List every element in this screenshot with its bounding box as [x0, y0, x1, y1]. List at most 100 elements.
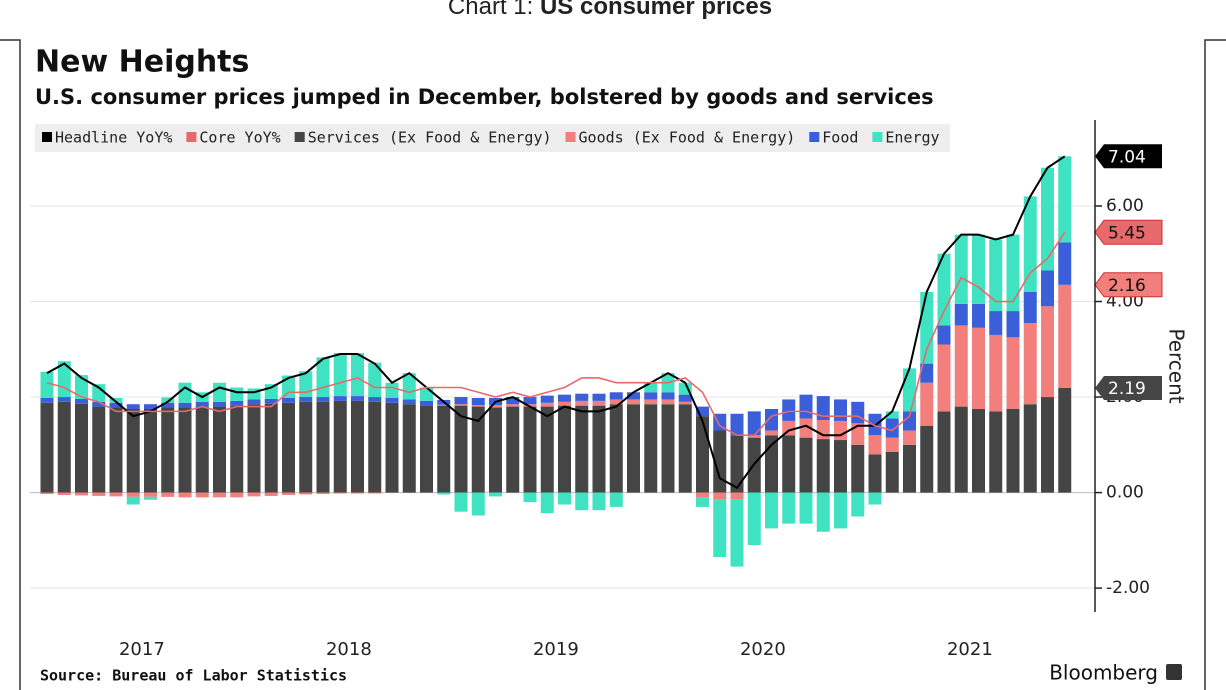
bar-segment — [385, 398, 399, 403]
bar-segment — [333, 492, 347, 494]
value-label-box — [1094, 219, 1163, 245]
value-label: 2.16 — [1108, 276, 1146, 296]
bar-segment — [489, 405, 502, 408]
legend-label: Energy — [885, 129, 939, 147]
bar-segment — [92, 384, 106, 402]
bar-segment — [109, 407, 123, 493]
bar-segment — [730, 435, 744, 493]
bar-segment — [437, 492, 451, 495]
bar-segment — [851, 423, 865, 445]
bar-segment — [489, 492, 502, 497]
bar-segment — [765, 408, 778, 431]
bar-segment — [558, 492, 571, 505]
bar-segment — [575, 492, 589, 511]
bar-segment — [213, 401, 226, 407]
bar-segment — [989, 239, 1003, 312]
bar-segment — [765, 430, 778, 436]
bar-segment — [299, 397, 313, 402]
bar-segment — [213, 492, 226, 498]
bar-segment — [972, 327, 985, 409]
bar-segment — [868, 492, 882, 505]
value-label-box — [1095, 144, 1162, 169]
bar-segment — [454, 405, 468, 493]
bar-segment — [471, 398, 485, 406]
bar-segment — [126, 496, 140, 505]
bar-segment — [972, 234, 985, 304]
bar-segment — [558, 405, 571, 493]
bar-segment — [351, 396, 364, 401]
bar-segment — [920, 382, 934, 426]
bar-segment — [730, 413, 744, 436]
bar-segment — [144, 492, 157, 497]
bar-segment — [420, 400, 433, 406]
bar-segment — [1041, 306, 1054, 398]
legend-swatch — [565, 132, 576, 142]
bar-segment — [247, 404, 261, 493]
bar-segment — [299, 492, 313, 495]
bar-segment — [954, 303, 968, 326]
bar-segment — [368, 401, 382, 493]
bar-segment — [57, 397, 71, 402]
line — [46, 155, 1066, 490]
bar-segment — [540, 492, 554, 514]
bar-segment — [592, 405, 606, 493]
bar-segment — [506, 406, 520, 493]
bar-segment — [1006, 311, 1020, 338]
bar-segment — [351, 400, 364, 493]
bar-segment — [57, 361, 71, 398]
bar-segment — [954, 325, 968, 407]
legend-swatch — [186, 132, 197, 142]
bar-segment — [627, 392, 640, 400]
bar-segment — [834, 420, 847, 441]
bar-segment — [1023, 404, 1037, 493]
bar-segment — [333, 353, 347, 397]
bar-segment — [540, 402, 554, 407]
bar-segment — [920, 425, 934, 493]
x-tick-label: 2018 — [326, 639, 372, 660]
bar-segment — [937, 344, 951, 412]
bar-segment — [1006, 337, 1020, 409]
plot: -2.000.002.004.006.002017201820192020202… — [30, 144, 1163, 660]
bar-segment — [799, 437, 813, 493]
bar-segment — [161, 402, 175, 408]
bar-segment — [57, 492, 71, 495]
y-tick-label: -2.00 — [1106, 578, 1150, 598]
bar-segment — [989, 411, 1003, 493]
bar-segment — [230, 492, 244, 498]
bar-segment — [851, 401, 865, 424]
bar-segment — [454, 397, 468, 405]
bar-segment — [437, 404, 451, 406]
bar-segment — [230, 405, 244, 493]
legend-swatch — [872, 132, 883, 142]
bar-segment — [178, 382, 192, 403]
bar-segment — [696, 492, 709, 498]
bar-segment — [161, 397, 175, 403]
bar-segment — [575, 400, 589, 406]
bar-segment — [282, 402, 295, 493]
bar-segment — [713, 492, 727, 500]
bar-segment — [333, 396, 347, 401]
bar-segment — [368, 362, 382, 398]
bar-segment — [885, 437, 899, 452]
bar-segment — [247, 399, 261, 405]
legend-swatch — [809, 132, 820, 142]
bar-segment — [834, 440, 847, 493]
bar-segment — [195, 492, 209, 498]
bar-segment — [903, 411, 916, 431]
header-prefix: Chart 1: — [448, 0, 533, 20]
bar-segment — [678, 401, 692, 405]
bar-segment — [454, 404, 468, 406]
bar-segment — [937, 325, 951, 345]
bar-segment — [885, 418, 899, 438]
bar-segment — [213, 406, 226, 493]
bar-segment — [230, 387, 244, 401]
header: Chart 1: US consumer prices — [448, 0, 772, 20]
bar-segment — [696, 497, 709, 507]
brand: Bloomberg — [1049, 661, 1158, 685]
bar-segment — [1023, 291, 1037, 324]
bar-segment — [523, 492, 537, 503]
bar-segment — [868, 435, 882, 455]
bar-segment — [471, 492, 485, 516]
bar-segment — [851, 492, 865, 517]
